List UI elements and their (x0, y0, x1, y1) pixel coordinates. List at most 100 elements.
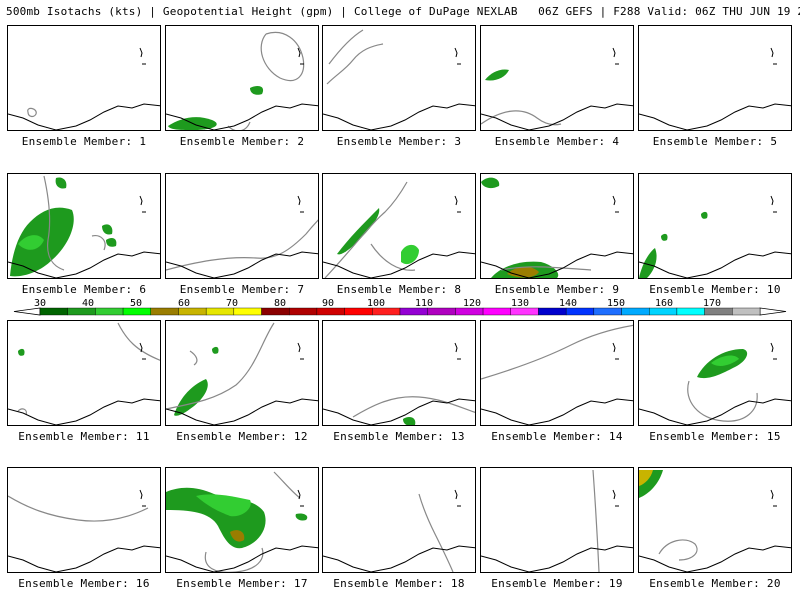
coastline (481, 545, 633, 572)
member-label: Ensemble Member: 10 (649, 283, 781, 296)
ensemble-panel (480, 320, 634, 426)
isotach-shading (711, 355, 739, 366)
height-contour (273, 471, 301, 499)
colorbar-tick-label: 100 (367, 298, 385, 309)
panel-map (639, 47, 791, 130)
member-label: Ensemble Member: 15 (649, 430, 781, 443)
member-label: Ensemble Member: 18 (333, 577, 465, 590)
colorbar-swatch (205, 307, 235, 316)
colorbar-tick-label: 60 (178, 298, 190, 309)
colorbar-right-arrow (759, 307, 787, 316)
height-contour (189, 350, 198, 366)
coastline (677, 424, 678, 425)
ensemble-panel (322, 467, 476, 573)
height-contour (204, 547, 264, 572)
coastline (204, 129, 205, 130)
isotach-shading (295, 513, 308, 521)
panel-map (166, 471, 318, 572)
colorbar-tick-label: 40 (82, 298, 94, 309)
height-contour (8, 495, 149, 522)
colorbar: 30 40 50 60 70 80 90 100 110 120 130 140 150 160 170 (13, 298, 787, 316)
member-label: Ensemble Member: 3 (336, 135, 462, 148)
coastline (323, 545, 475, 572)
colorbar-tick-label: 70 (226, 298, 238, 309)
panel-map (8, 322, 160, 425)
isotach-shading (401, 244, 419, 265)
colorbar-swatch (732, 307, 761, 316)
panel-map (481, 47, 633, 130)
isotach-shading (507, 266, 539, 278)
coastline (204, 571, 205, 572)
coastline (677, 277, 678, 278)
height-contour (481, 324, 633, 380)
ensemble-panel (7, 467, 161, 573)
panel-map (323, 181, 475, 278)
panel-map (639, 470, 791, 572)
colorbar-tick-label: 140 (559, 298, 577, 309)
colorbar-swatch (150, 307, 179, 316)
isotach-shading (661, 233, 668, 241)
member-label: Ensemble Member: 6 (21, 283, 147, 296)
colorbar-swatch (676, 307, 705, 316)
isotach-shading (639, 248, 657, 278)
isotach-shading (230, 530, 245, 542)
coastline (639, 398, 791, 425)
coastline (612, 47, 616, 58)
ensemble-panel (638, 173, 792, 279)
coastline (639, 251, 791, 278)
coastline (8, 103, 160, 130)
ensemble-panel (7, 173, 161, 279)
coastline (139, 47, 143, 58)
ensemble-panel (322, 25, 476, 131)
ensemble-panel (7, 25, 161, 131)
isotach-shading (485, 69, 509, 81)
coastline (454, 47, 458, 58)
member-label: Ensemble Member: 8 (336, 283, 462, 296)
height-contour (592, 469, 600, 572)
ensemble-panel (165, 173, 319, 279)
height-contour (328, 29, 364, 65)
colorbar-tick-label: 170 (703, 298, 721, 309)
coastline (139, 342, 143, 353)
colorbar-swatch (372, 307, 401, 316)
ensemble-panel (165, 467, 319, 573)
coastline (770, 195, 774, 206)
height-contour (166, 322, 275, 410)
coastline (166, 545, 318, 572)
coastline (323, 103, 475, 130)
coastline (46, 129, 47, 130)
member-label: Ensemble Member: 11 (18, 430, 150, 443)
ensemble-panel (165, 25, 319, 131)
panel-map (8, 175, 160, 278)
member-label: Ensemble Member: 13 (333, 430, 465, 443)
height-contour (27, 107, 37, 118)
panel-map (481, 324, 633, 425)
isotach-shading (55, 177, 67, 189)
height-contour (418, 493, 454, 572)
colorbar-swatch (122, 307, 151, 316)
ensemble-panel (638, 25, 792, 131)
member-label: Ensemble Member: 4 (494, 135, 620, 148)
coastline (519, 277, 520, 278)
height-contour (91, 235, 106, 251)
coastline (166, 398, 318, 425)
colorbar-tick-label: 120 (463, 298, 481, 309)
coastline (204, 277, 205, 278)
coastline (297, 489, 301, 500)
panel-map (639, 195, 791, 278)
coastline (361, 571, 362, 572)
colorbar-left-arrow (13, 307, 41, 316)
panel-map (166, 195, 318, 278)
coastline (481, 103, 633, 130)
height-contour (500, 266, 592, 271)
chart-header: 500mb Isotachs (kts) | Geopotential Heig… (6, 5, 800, 18)
colorbar-swatch (289, 307, 318, 316)
colorbar-swatch (233, 307, 262, 316)
header-title: 500mb Isotachs (kts) | Geopotential Heig… (6, 5, 518, 18)
height-contour (658, 539, 698, 561)
member-label: Ensemble Member: 19 (491, 577, 623, 590)
member-label: Ensemble Member: 14 (491, 430, 623, 443)
ensemble-panel (7, 320, 161, 426)
isotach-shading (106, 238, 117, 247)
isotach-shading (639, 470, 653, 486)
